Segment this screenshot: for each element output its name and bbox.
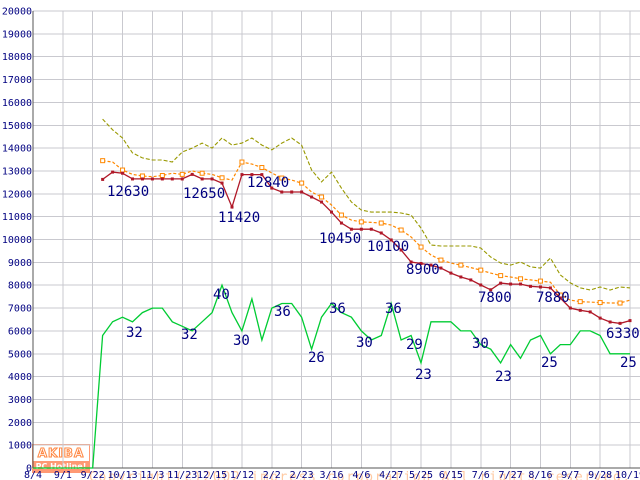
point-label-lowest-price: 7880 bbox=[536, 290, 570, 306]
point-label-shop-count: 30 bbox=[472, 336, 489, 352]
svg-text:10/13: 10/13 bbox=[107, 470, 137, 480]
svg-text:10/19: 10/19 bbox=[615, 470, 640, 480]
axes bbox=[32, 11, 640, 469]
point-label-lowest-price: 7800 bbox=[478, 290, 512, 306]
y-axis-labels: 0 1000 2000 3000 4000 5000 6000 7000 8000 9000 100… bbox=[2, 7, 32, 475]
svg-text:9000: 9000 bbox=[8, 258, 32, 269]
svg-text:20000: 20000 bbox=[2, 7, 32, 18]
copyright-line: Copyright(c)2002 impress corporation All… bbox=[89, 470, 633, 480]
point-label-shop-count: 36 bbox=[385, 301, 402, 317]
point-label-shop-count: 36 bbox=[274, 304, 291, 320]
svg-text:12/15: 12/15 bbox=[197, 470, 227, 480]
point-label-lowest-price: 10100 bbox=[367, 239, 409, 255]
point-label-lowest-price: 12630 bbox=[107, 184, 149, 200]
svg-text:0: 0 bbox=[26, 464, 32, 475]
point-label-shop-count: 30 bbox=[233, 333, 250, 349]
svg-text:1/12: 1/12 bbox=[230, 470, 254, 480]
point-label-shop-count: 25 bbox=[541, 355, 558, 371]
svg-text:2/23: 2/23 bbox=[290, 470, 314, 480]
svg-text:3/16: 3/16 bbox=[319, 470, 343, 480]
point-label-lowest-price: 11420 bbox=[218, 210, 260, 226]
point-label-lowest-price: 8900 bbox=[406, 262, 440, 278]
series-average-price bbox=[100, 158, 631, 306]
x-axis-labels: 8/4 9/1 9/22 10/13 11/3 11/23 12/15 1/12 2/2 2/23… bbox=[24, 470, 640, 480]
point-label-lowest-price: 12840 bbox=[247, 175, 289, 191]
svg-text:8000: 8000 bbox=[8, 281, 32, 292]
svg-text:9/22: 9/22 bbox=[81, 470, 105, 480]
svg-text:15000: 15000 bbox=[2, 121, 32, 132]
svg-text:4/27: 4/27 bbox=[379, 470, 403, 480]
svg-text:13000: 13000 bbox=[2, 166, 32, 177]
point-label-shop-count: 23 bbox=[415, 367, 432, 383]
svg-text:8/16: 8/16 bbox=[528, 470, 552, 480]
svg-text:11000: 11000 bbox=[2, 212, 32, 223]
point-label-lowest-price: 10450 bbox=[319, 231, 361, 247]
svg-text:5/25: 5/25 bbox=[409, 470, 433, 480]
point-label-shop-count: 40 bbox=[213, 287, 230, 303]
svg-text:19000: 19000 bbox=[2, 29, 32, 40]
point-label-shop-count: 23 bbox=[495, 369, 512, 385]
point-label-lowest-price: 12650 bbox=[183, 186, 225, 202]
svg-text:7/6: 7/6 bbox=[472, 470, 490, 480]
point-label-shop-count: 32 bbox=[181, 327, 198, 343]
svg-text:18000: 18000 bbox=[2, 52, 32, 63]
svg-text:6/15: 6/15 bbox=[439, 470, 463, 480]
svg-text:2000: 2000 bbox=[8, 418, 32, 429]
svg-text:9/28: 9/28 bbox=[588, 470, 612, 480]
point-label-shop-count: 30 bbox=[356, 335, 373, 351]
point-label-shop-count: 25 bbox=[620, 355, 637, 371]
svg-text:16000: 16000 bbox=[2, 98, 32, 109]
svg-text:5000: 5000 bbox=[8, 349, 32, 360]
series-highest-price bbox=[102, 118, 631, 291]
point-label-shop-count: 26 bbox=[308, 350, 325, 366]
series-lowest-price bbox=[101, 170, 632, 325]
point-labels: 12630 12650 11420 12840 10450 10100 8900 7800 78… bbox=[107, 175, 640, 385]
svg-text:9/1: 9/1 bbox=[54, 470, 72, 480]
svg-text:11/23: 11/23 bbox=[167, 470, 197, 480]
svg-text:1000: 1000 bbox=[8, 441, 32, 452]
svg-text:17000: 17000 bbox=[2, 75, 32, 86]
svg-text:2/2: 2/2 bbox=[263, 470, 281, 480]
svg-text:10000: 10000 bbox=[2, 235, 32, 246]
svg-text:14000: 14000 bbox=[2, 144, 32, 155]
svg-text:4/6: 4/6 bbox=[352, 470, 370, 480]
svg-text:7000: 7000 bbox=[8, 304, 32, 315]
svg-text:6000: 6000 bbox=[8, 326, 32, 337]
point-label-lowest-price: 6330 bbox=[606, 326, 640, 342]
point-label-shop-count: 32 bbox=[126, 325, 143, 341]
point-label-shop-count: 36 bbox=[329, 301, 346, 317]
svg-text:8/4: 8/4 bbox=[24, 470, 42, 480]
akiba-logo-text: AKIBA bbox=[37, 446, 85, 461]
svg-text:9/7: 9/7 bbox=[561, 470, 579, 480]
svg-text:11/3: 11/3 bbox=[140, 470, 164, 480]
svg-text:4000: 4000 bbox=[8, 372, 32, 383]
svg-text:7/27: 7/27 bbox=[499, 470, 523, 480]
point-label-shop-count: 29 bbox=[406, 337, 423, 353]
gridlines bbox=[32, 10, 640, 468]
svg-text:3000: 3000 bbox=[8, 395, 32, 406]
copyright-watermark: Copyright(c)2002 impress corporation All… bbox=[89, 443, 632, 480]
series-shop-count bbox=[33, 283, 630, 469]
akiba-logo-subtext: PC Hotline! bbox=[33, 461, 89, 472]
svg-text:12000: 12000 bbox=[2, 189, 32, 200]
